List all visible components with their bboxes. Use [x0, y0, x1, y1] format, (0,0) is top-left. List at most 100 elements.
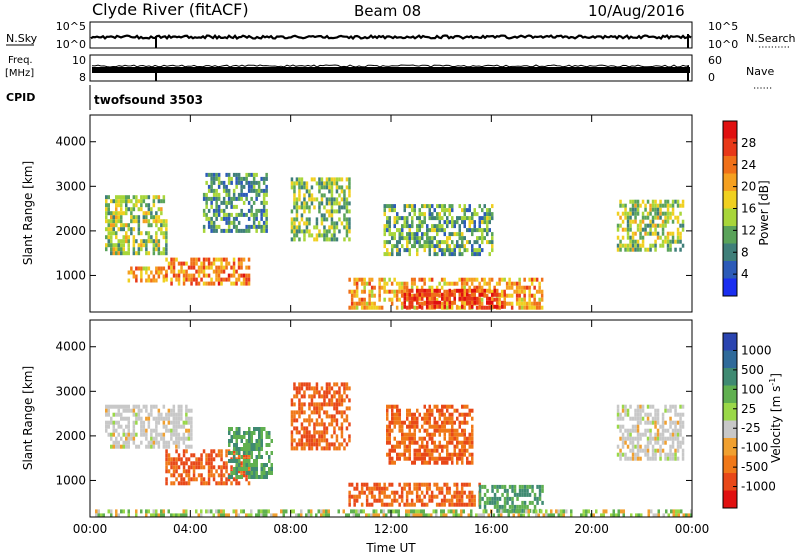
heatmap-cell: [679, 424, 682, 429]
heatmap-cell: [616, 211, 620, 216]
heatmap-cell: [441, 460, 444, 465]
heatmap-cell: [431, 436, 434, 441]
heatmap-cell: [435, 297, 439, 302]
heatmap-cell: [117, 227, 120, 232]
heatmap-cell: [172, 408, 176, 413]
heatmap-cell: [445, 482, 449, 487]
heatmap-cell: [262, 208, 266, 213]
heatmap-cell: [290, 430, 294, 435]
heatmap-cell: [200, 509, 203, 514]
heatmap-cell: [518, 488, 522, 493]
heatmap-cell: [654, 412, 657, 417]
heatmap-cell: [619, 448, 622, 453]
heatmap-cell: [157, 444, 161, 449]
heatmap-cell: [338, 177, 341, 182]
heatmap-cell: [177, 513, 180, 518]
heatmap-cell: [315, 382, 319, 387]
heatmap-cell: [570, 513, 573, 518]
heatmap-cell: [383, 240, 386, 245]
heatmap-cell: [538, 488, 542, 493]
heatmap-cell: [421, 436, 424, 441]
heatmap-cell: [671, 420, 675, 425]
heatmap-cell: [115, 440, 118, 445]
heatmap-cell: [386, 404, 389, 409]
heatmap-cell: [373, 486, 376, 491]
heatmap-cell: [145, 408, 148, 413]
heatmap-cell: [308, 193, 311, 198]
heatmap-cell: [440, 486, 444, 491]
heatmap-cell: [200, 261, 203, 266]
heatmap-cell: [471, 428, 474, 433]
heatmap-cell: [160, 207, 163, 212]
heatmap-cell: [195, 269, 198, 274]
heatmap-cell: [200, 473, 203, 478]
heatmap-cell: [210, 473, 213, 478]
heatmap-cell: [212, 172, 216, 177]
heatmap-cell: [313, 438, 316, 443]
heatmap-cell: [335, 185, 339, 190]
heatmap-cell: [453, 444, 456, 449]
heatmap-cell: [147, 195, 151, 200]
heatmap-cell: [433, 432, 436, 437]
heatmap-cell: [243, 443, 246, 447]
heatmap-cell: [679, 404, 682, 409]
heatmap-cell: [641, 227, 645, 232]
heatmap-cell: [172, 473, 176, 478]
heatmap-cell: [654, 223, 657, 228]
heatmap-cell: [622, 513, 625, 518]
heatmap-cell: [192, 265, 196, 270]
heatmap-cell: [160, 211, 163, 216]
heatmap-cell: [265, 212, 268, 217]
heatmap-cell: [270, 463, 273, 467]
heatmap-cell: [515, 289, 519, 294]
heatmap-cell: [137, 219, 141, 224]
heatmap-cell: [330, 402, 334, 407]
heatmap-cell: [471, 440, 474, 445]
heatmap-cell: [535, 305, 539, 310]
heatmap-cell: [247, 200, 251, 205]
heatmap-cell: [345, 225, 349, 230]
heatmap-cell: [478, 292, 481, 297]
heatmap-cell: [125, 207, 128, 212]
heatmap-cell: [185, 404, 188, 409]
heatmap-cell: [465, 277, 469, 282]
heatmap-cell: [195, 461, 198, 466]
heatmap-cell: [619, 424, 622, 429]
heatmap-cell: [245, 265, 248, 270]
heatmap-cell: [510, 285, 514, 290]
heatmap-cell: [401, 224, 404, 229]
heatmap-cell: [210, 261, 213, 266]
heatmap-cell: [207, 481, 211, 486]
heatmap-cell: [310, 394, 314, 399]
heatmap-cell: [435, 494, 439, 499]
heatmap-cell: [325, 217, 329, 222]
heatmap-cell: [470, 513, 473, 518]
heatmap-cell: [323, 410, 326, 415]
heatmap-cell: [137, 416, 141, 421]
heatmap-cell: [382, 513, 385, 518]
heatmap-cell: [418, 236, 421, 241]
heatmap-cell: [396, 240, 399, 245]
heatmap-cell: [343, 197, 346, 202]
heatmap-cell: [413, 452, 416, 457]
heatmap-cell: [330, 201, 334, 206]
heatmap-cell: [383, 297, 386, 302]
heatmap-cell: [235, 463, 238, 467]
heatmap-cell: [383, 289, 386, 294]
heatmap-cell: [135, 195, 138, 200]
heatmap-cell: [125, 239, 128, 244]
heatmap-cell: [518, 285, 521, 290]
heatmap-cell: [408, 482, 411, 487]
heatmap-cell: [350, 305, 354, 310]
heatmap-cell: [328, 189, 331, 194]
heatmap-cell: [461, 444, 464, 449]
heatmap-cell: [227, 180, 231, 185]
heatmap-cell: [391, 232, 394, 237]
heatmap-cell: [300, 509, 303, 514]
heatmap-cell: [120, 211, 123, 216]
heatmap-cell: [240, 469, 243, 474]
heatmap-cell: [242, 228, 246, 233]
heatmap-cell: [448, 244, 451, 249]
heatmap-cell: [162, 513, 165, 518]
heatmap-cell: [649, 436, 652, 441]
